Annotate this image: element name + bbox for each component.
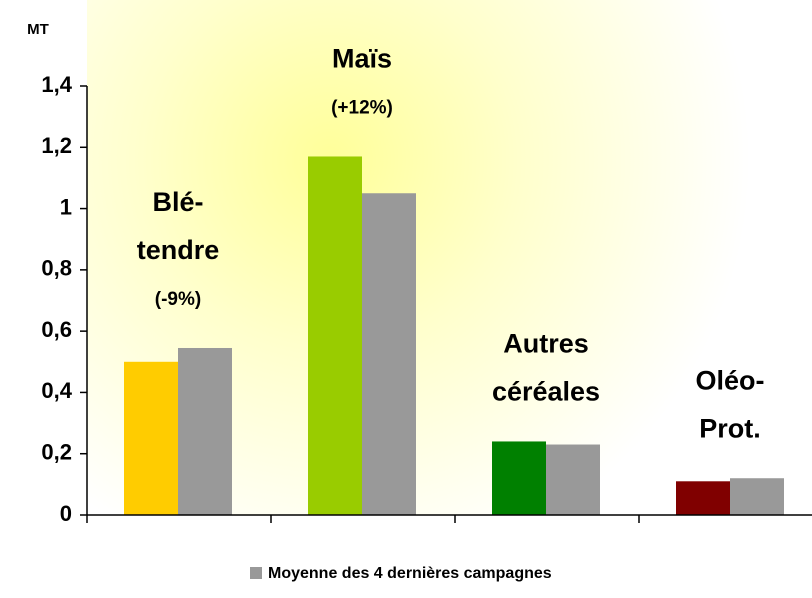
y-tick-label: 1,4 [41, 72, 72, 97]
y-tick-label: 0,8 [41, 256, 72, 281]
change-label: (-9%) [155, 289, 201, 310]
y-axis-label: MT [27, 21, 49, 38]
y-tick-label: 0 [60, 501, 72, 526]
bar [178, 347, 232, 515]
category-label: Prot. [699, 413, 761, 443]
bar [492, 441, 546, 515]
y-tick-label: 1 [60, 194, 72, 219]
bar [124, 361, 178, 515]
category-label: Autres [503, 329, 589, 359]
category-label: Oléo- [695, 365, 764, 395]
y-tick-label: 0,6 [41, 317, 72, 342]
bar [362, 193, 416, 515]
y-tick-label: 0,2 [41, 440, 72, 465]
category-label: céréales [492, 377, 600, 407]
bar [546, 444, 600, 515]
bar [676, 481, 730, 515]
bar [730, 478, 784, 515]
bar [308, 156, 362, 515]
legend-label: Moyenne des 4 dernières campagnes [268, 565, 552, 582]
category-label: tendre [137, 235, 220, 265]
category-label: Blé- [152, 187, 203, 217]
change-label: (+12%) [331, 97, 393, 118]
category-label: Maïs [332, 44, 392, 74]
y-tick-label: 0,4 [41, 378, 72, 403]
legend-swatch [250, 567, 262, 579]
y-tick-label: 1,2 [41, 133, 72, 158]
